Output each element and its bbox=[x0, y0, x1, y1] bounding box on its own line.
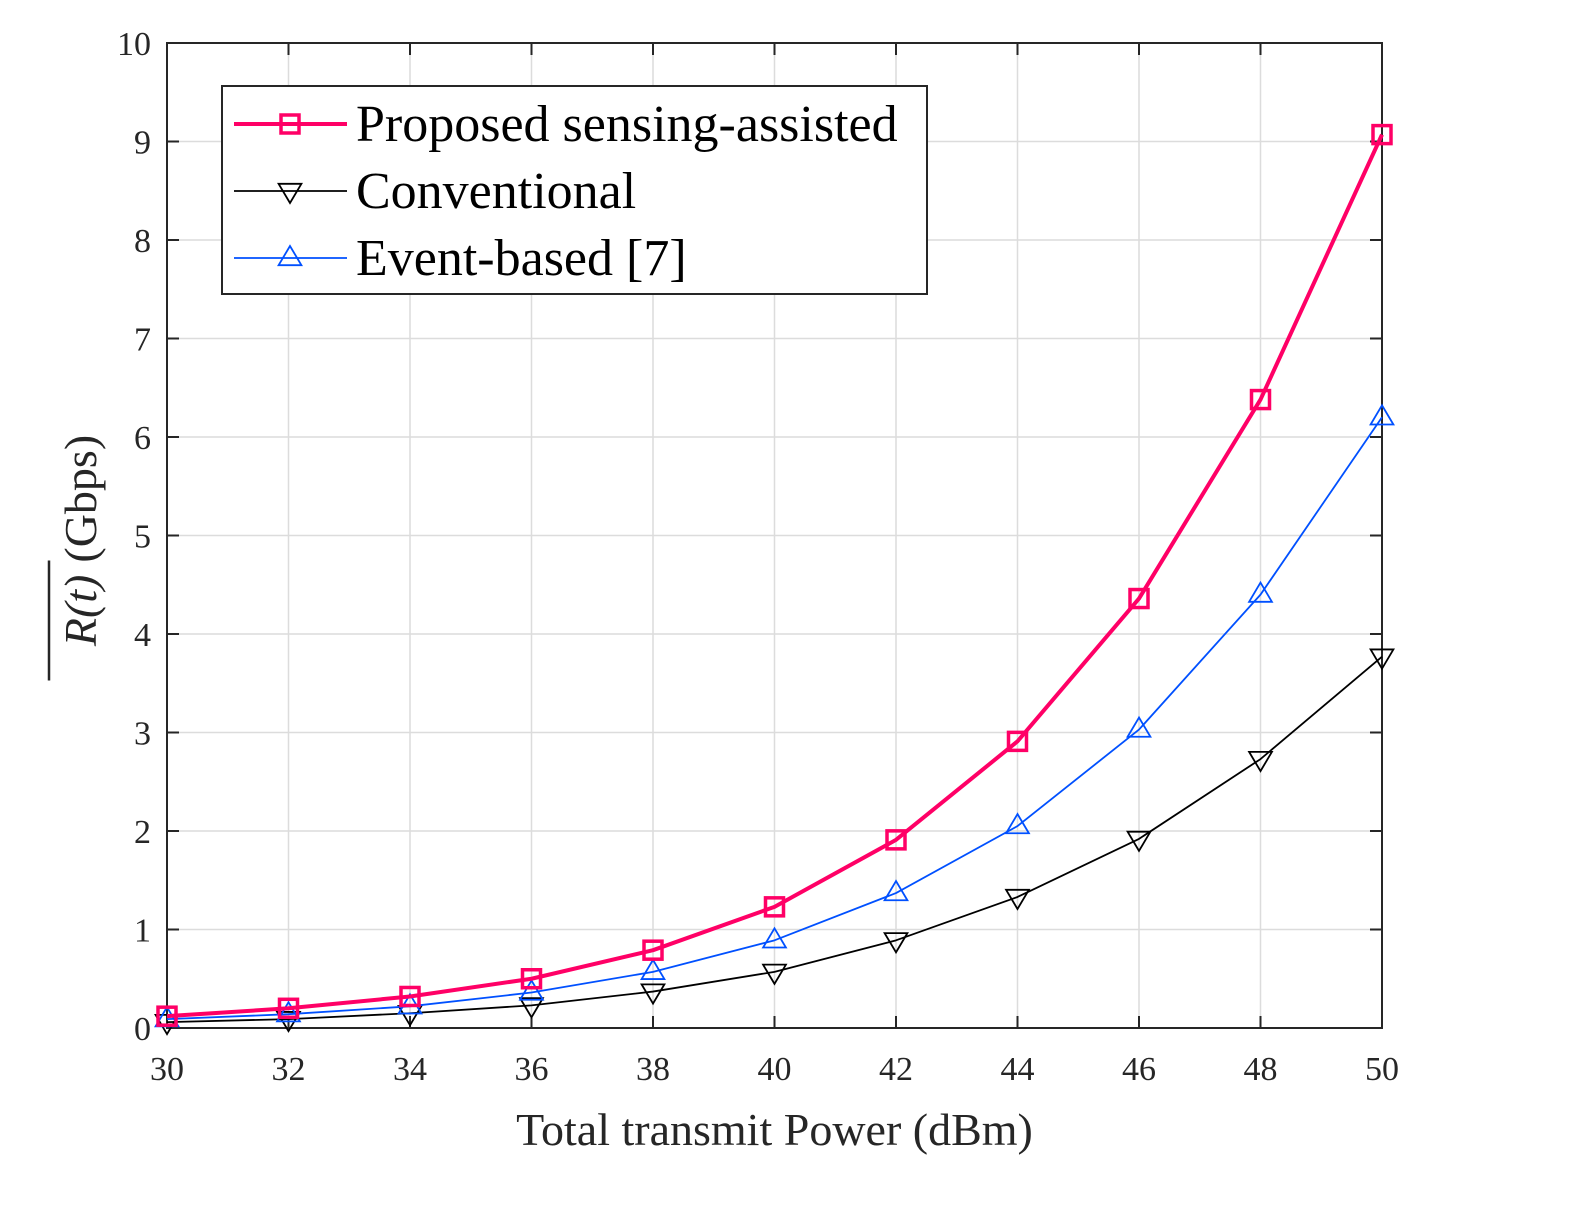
data-point-event-based-7 bbox=[761, 926, 788, 949]
data-point-proposed-sensing-assisted bbox=[763, 896, 786, 918]
legend: Proposed sensing-assisted Conventional Eve… bbox=[221, 85, 928, 295]
legend-entry-conventional: Conventional bbox=[234, 163, 636, 220]
data-point-proposed-sensing-assisted bbox=[885, 829, 907, 851]
svg-text:R(t)(Gbps): R(t) (Gbps) bbox=[55, 435, 106, 647]
y-tick-label: 6 bbox=[134, 420, 151, 457]
legend-label: Conventional bbox=[356, 163, 636, 220]
data-point-proposed-sensing-assisted bbox=[156, 1005, 178, 1027]
series-line-event-based-7 bbox=[166, 416, 1383, 1021]
series-line-proposed-sensing-assisted bbox=[166, 133, 1384, 1019]
data-point-proposed-sensing-assisted bbox=[1371, 123, 1393, 146]
data-point-proposed-sensing-assisted bbox=[520, 968, 543, 990]
legend-marker bbox=[279, 113, 301, 135]
data-point-conventional bbox=[1126, 830, 1152, 853]
y-tick-label: 0 bbox=[134, 1011, 151, 1048]
legend-marker bbox=[277, 244, 303, 267]
x-tick-label: 44 bbox=[1001, 1051, 1035, 1088]
legend-entry-proposed-sensing-assisted: Proposed sensing-assisted bbox=[234, 96, 898, 153]
y-tick-label: 3 bbox=[134, 716, 151, 753]
legend-label: Event-based [7] bbox=[356, 230, 687, 287]
y-tick-label: 9 bbox=[134, 125, 151, 162]
data-series bbox=[154, 123, 1395, 1036]
legend-label: Proposed sensing-assisted bbox=[356, 96, 898, 153]
x-tick-label: 38 bbox=[636, 1051, 670, 1088]
y-tick-label: 7 bbox=[134, 322, 151, 359]
data-point-proposed-sensing-assisted bbox=[277, 997, 300, 1020]
data-point-event-based-7 bbox=[1004, 812, 1031, 835]
y-axis-symbol: R(t) bbox=[55, 575, 106, 648]
x-tick-label: 40 bbox=[758, 1051, 792, 1088]
legend-entry-event-based-7: Event-based [7] bbox=[234, 230, 687, 287]
data-point-proposed-sensing-assisted bbox=[1006, 730, 1029, 753]
data-point-event-based-7 bbox=[1126, 715, 1152, 738]
data-point-proposed-sensing-assisted bbox=[1249, 388, 1272, 411]
y-tick-label: 8 bbox=[134, 223, 151, 260]
data-point-conventional bbox=[1369, 648, 1395, 671]
data-point-event-based-7 bbox=[275, 1000, 302, 1023]
data-point-proposed-sensing-assisted bbox=[399, 985, 421, 1008]
y-axis-title: R(t) (Gbps) bbox=[47, 435, 106, 681]
x-tick-label: 48 bbox=[1244, 1051, 1278, 1088]
data-point-conventional bbox=[518, 997, 545, 1020]
data-point-event-based-7 bbox=[883, 879, 909, 902]
data-point-conventional bbox=[883, 932, 909, 955]
data-point-proposed-sensing-assisted bbox=[1128, 587, 1150, 610]
y-tick-label: 2 bbox=[134, 814, 151, 851]
x-tick-label: 30 bbox=[150, 1051, 184, 1088]
series-line-conventional bbox=[166, 655, 1383, 1023]
data-point-conventional bbox=[1247, 750, 1274, 773]
y-tick-label: 1 bbox=[134, 913, 151, 950]
x-tick-label: 36 bbox=[515, 1051, 549, 1088]
y-tick-label: 5 bbox=[134, 519, 151, 556]
data-point-proposed-sensing-assisted bbox=[642, 939, 664, 961]
x-tick-label: 34 bbox=[393, 1051, 427, 1088]
x-axis-title: Total transmit Power (dBm) bbox=[516, 1104, 1033, 1155]
data-point-event-based-7 bbox=[1369, 403, 1395, 426]
x-tick-label: 42 bbox=[879, 1051, 913, 1088]
x-tick-label: 46 bbox=[1122, 1051, 1156, 1088]
x-tick-label: 50 bbox=[1365, 1051, 1399, 1088]
legend-box bbox=[221, 85, 928, 295]
legend-marker bbox=[277, 182, 303, 205]
data-point-conventional bbox=[1004, 888, 1031, 911]
y-tick-label: 4 bbox=[134, 617, 151, 654]
y-tick-label: 10 bbox=[117, 26, 151, 63]
data-point-event-based-7 bbox=[1247, 580, 1274, 603]
data-point-event-based-7 bbox=[518, 978, 545, 1001]
series-proposed-sensing-assisted bbox=[156, 123, 1393, 1027]
data-point-conventional bbox=[640, 983, 666, 1006]
y-axis-unit: (Gbps) bbox=[55, 435, 106, 563]
data-point-event-based-7 bbox=[640, 958, 666, 980]
data-point-conventional bbox=[761, 963, 788, 986]
x-tick-label: 32 bbox=[272, 1051, 306, 1088]
